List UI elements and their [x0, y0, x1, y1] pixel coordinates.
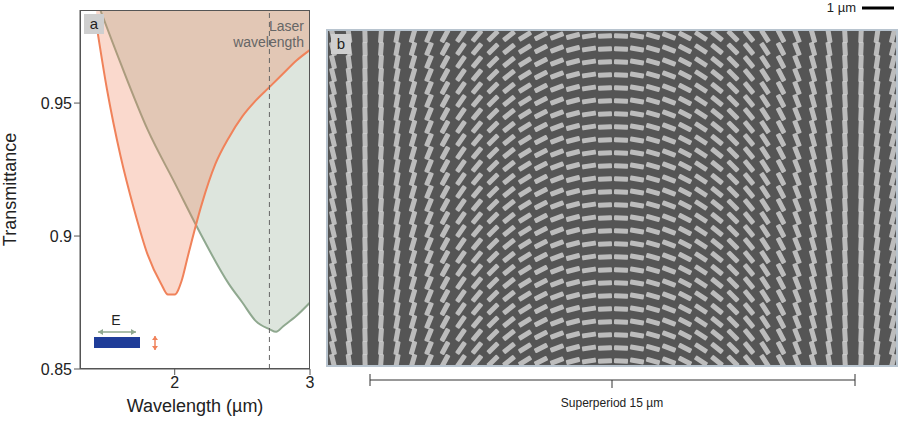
- svg-text:Superperiod 15 µm: Superperiod 15 µm: [561, 396, 663, 410]
- svg-text:Transmittance: Transmittance: [0, 133, 20, 246]
- svg-text:0.85: 0.85: [41, 361, 72, 378]
- svg-text:0.9: 0.9: [50, 228, 72, 245]
- html-text:wavelength: wavelength: [233, 34, 304, 50]
- html-text:Laser: Laser: [269, 18, 304, 34]
- svg-text:E: E: [111, 312, 120, 328]
- svg-text:1 µm: 1 µm: [827, 0, 856, 15]
- html-text:a: a: [89, 15, 99, 32]
- svg-text:Wavelength (µm): Wavelength (µm): [127, 396, 264, 416]
- svg-text:3: 3: [306, 374, 315, 391]
- svg-text:b: b: [337, 35, 345, 52]
- svg-text:2: 2: [170, 374, 179, 391]
- svg-text:0.95: 0.95: [41, 95, 72, 112]
